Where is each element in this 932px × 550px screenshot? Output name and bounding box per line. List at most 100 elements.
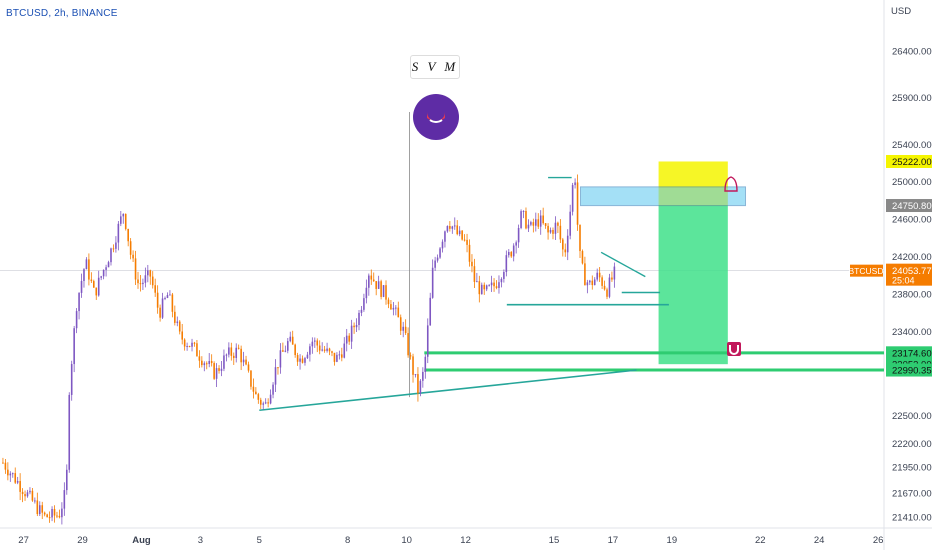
candle-body: [164, 297, 166, 299]
candle-body: [525, 210, 527, 229]
candle-body: [102, 269, 105, 277]
candle-body: [375, 281, 377, 289]
price-tag: [886, 346, 932, 360]
price-tag: [886, 154, 932, 168]
candle-body: [301, 358, 304, 363]
candle-body: [198, 356, 201, 361]
symbol-tag-label: BTCUSD: [849, 266, 884, 276]
candle-body: [46, 514, 48, 518]
candle-body: [228, 347, 230, 355]
candle-body: [24, 494, 26, 497]
candle-body: [97, 277, 100, 296]
candle-body: [350, 325, 353, 342]
candle-body: [316, 340, 319, 346]
candle-body: [468, 244, 471, 262]
candle-body: [478, 281, 481, 295]
candle-body: [598, 272, 601, 278]
candle-body: [498, 282, 500, 288]
candle-body: [242, 359, 245, 363]
candle-body: [286, 341, 289, 351]
candle-body: [345, 335, 348, 344]
candle-body: [213, 363, 215, 379]
candle-body: [422, 371, 424, 381]
candle-body: [51, 508, 53, 518]
candle-body: [65, 469, 68, 491]
candle-body: [56, 515, 58, 517]
price-tag-label: 25222.00: [892, 157, 932, 168]
candle-body: [377, 281, 380, 289]
candle-body: [380, 281, 382, 297]
candle-body: [105, 267, 107, 270]
candle-body: [323, 349, 326, 351]
alert-bell-icon: [724, 176, 738, 192]
candle-body: [38, 505, 41, 515]
candle-body: [397, 307, 400, 318]
candle-body: [250, 370, 252, 387]
candle-body: [83, 269, 85, 282]
candle-body: [431, 267, 434, 298]
candle-body: [26, 492, 29, 497]
candle-body: [53, 508, 56, 516]
candle-body: [517, 227, 520, 243]
candle-body: [306, 354, 309, 359]
candle-body: [569, 211, 571, 236]
candle-body: [404, 326, 407, 334]
candle-body: [392, 307, 395, 310]
candle-body: [480, 284, 483, 295]
candle-body: [608, 277, 611, 297]
candle-body: [112, 248, 115, 250]
countdown-label: 25:04: [892, 276, 915, 286]
candle-body: [129, 241, 132, 255]
candle-body: [424, 356, 427, 372]
candle-body: [365, 287, 368, 299]
candle-body: [466, 239, 468, 245]
price-tag-last-label: 24053.77: [892, 266, 932, 277]
candle-body: [382, 285, 385, 297]
candle-body: [191, 342, 193, 347]
candle-body: [311, 341, 314, 347]
candle-body: [463, 239, 466, 241]
candle-body: [252, 386, 255, 392]
candle-body: [434, 260, 436, 268]
candle-body: [181, 331, 184, 340]
candle-body: [142, 282, 144, 285]
candle-body: [328, 348, 331, 352]
y-tick-label: 25400.00: [892, 140, 932, 151]
candle-body: [399, 317, 402, 331]
candle-body: [166, 294, 169, 298]
candle-body: [436, 257, 439, 261]
candle-body: [304, 358, 306, 363]
candle-body: [446, 225, 449, 232]
y-tick-label: 21670.00: [892, 488, 932, 499]
candle-body: [73, 328, 75, 365]
candle-body: [586, 282, 589, 286]
candle-body: [210, 361, 213, 364]
price-tag-label: 24750.80: [892, 201, 932, 212]
candle-body: [19, 481, 21, 492]
candle-body: [235, 347, 238, 359]
candle-body: [417, 374, 419, 394]
symbol-tag: [850, 264, 883, 277]
candle-body: [512, 245, 515, 257]
candle-body: [183, 339, 186, 347]
candle-body: [566, 235, 569, 253]
candle-body: [80, 281, 83, 293]
candle-body: [299, 358, 301, 362]
candle-body: [21, 491, 24, 495]
candle-body: [571, 185, 574, 212]
candle-body: [274, 367, 277, 385]
candle-body: [63, 490, 66, 509]
candle-body: [282, 350, 284, 352]
x-tick-label: 19: [667, 535, 678, 546]
candle-body: [574, 182, 576, 186]
candle-body: [232, 355, 235, 359]
candle-body: [267, 402, 269, 404]
candle-body: [137, 279, 139, 284]
candle-body: [581, 251, 584, 264]
candle-body: [476, 281, 478, 283]
candle-body: [358, 312, 360, 326]
candle-body: [363, 298, 365, 310]
candle-body: [314, 340, 316, 342]
candle-body: [154, 285, 156, 293]
